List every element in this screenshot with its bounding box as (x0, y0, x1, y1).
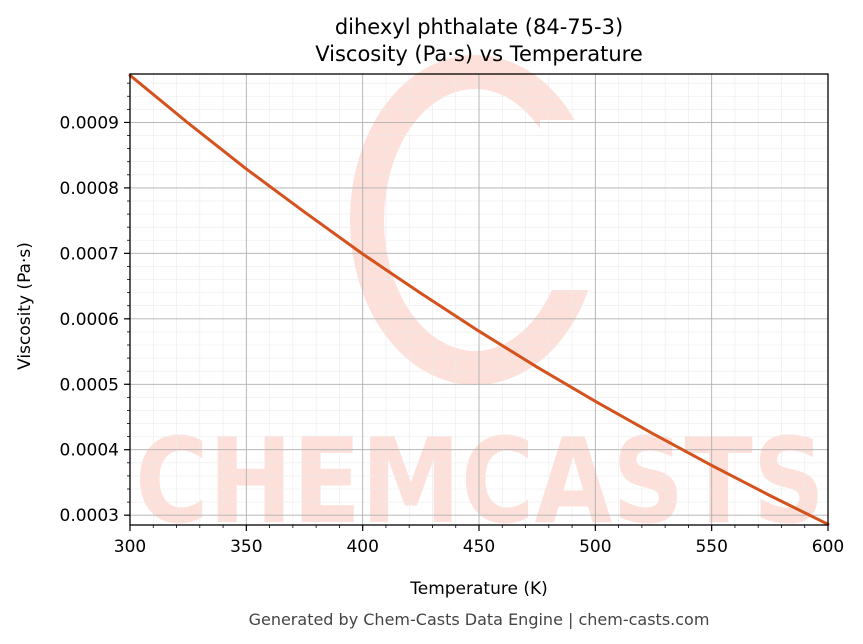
chart-title: dihexyl phthalate (84-75-3) (335, 15, 623, 39)
x-tick-label: 550 (695, 537, 727, 557)
y-tick-label: 0.0006 (60, 310, 119, 330)
x-tick-label: 400 (346, 537, 378, 557)
x-tick-label: 350 (230, 537, 262, 557)
y-tick-label: 0.0007 (60, 244, 119, 264)
watermark-text: CHEMCASTS (135, 412, 825, 550)
x-tick-label: 300 (114, 537, 146, 557)
series-line-viscosity (128, 73, 830, 526)
x-axis: 300 350 400 450 500 550 600 (114, 525, 844, 557)
watermark: CHEMCASTS (135, 55, 825, 550)
y-axis-label: Viscosity (Pa·s) (15, 242, 35, 370)
series-layer (128, 73, 830, 526)
footer-credit: Generated by Chem-Casts Data Engine | ch… (249, 610, 710, 629)
y-tick-label: 0.0005 (60, 375, 119, 395)
x-tick-label: 500 (579, 537, 611, 557)
x-tick-label: 450 (463, 537, 495, 557)
y-tick-label: 0.0004 (60, 441, 119, 461)
y-tick-label: 0.0009 (60, 113, 119, 133)
x-tick-label: 600 (812, 537, 844, 557)
x-axis-label: Temperature (K) (409, 579, 548, 599)
y-tick-label: 0.0003 (60, 506, 119, 526)
y-axis: 0.0003 0.0004 0.0005 0.0006 0.0007 0.0008 0.00… (60, 82, 130, 526)
chart-subtitle: Viscosity (Pa·s) vs Temperature (315, 42, 643, 66)
y-tick-label: 0.0008 (60, 179, 119, 199)
